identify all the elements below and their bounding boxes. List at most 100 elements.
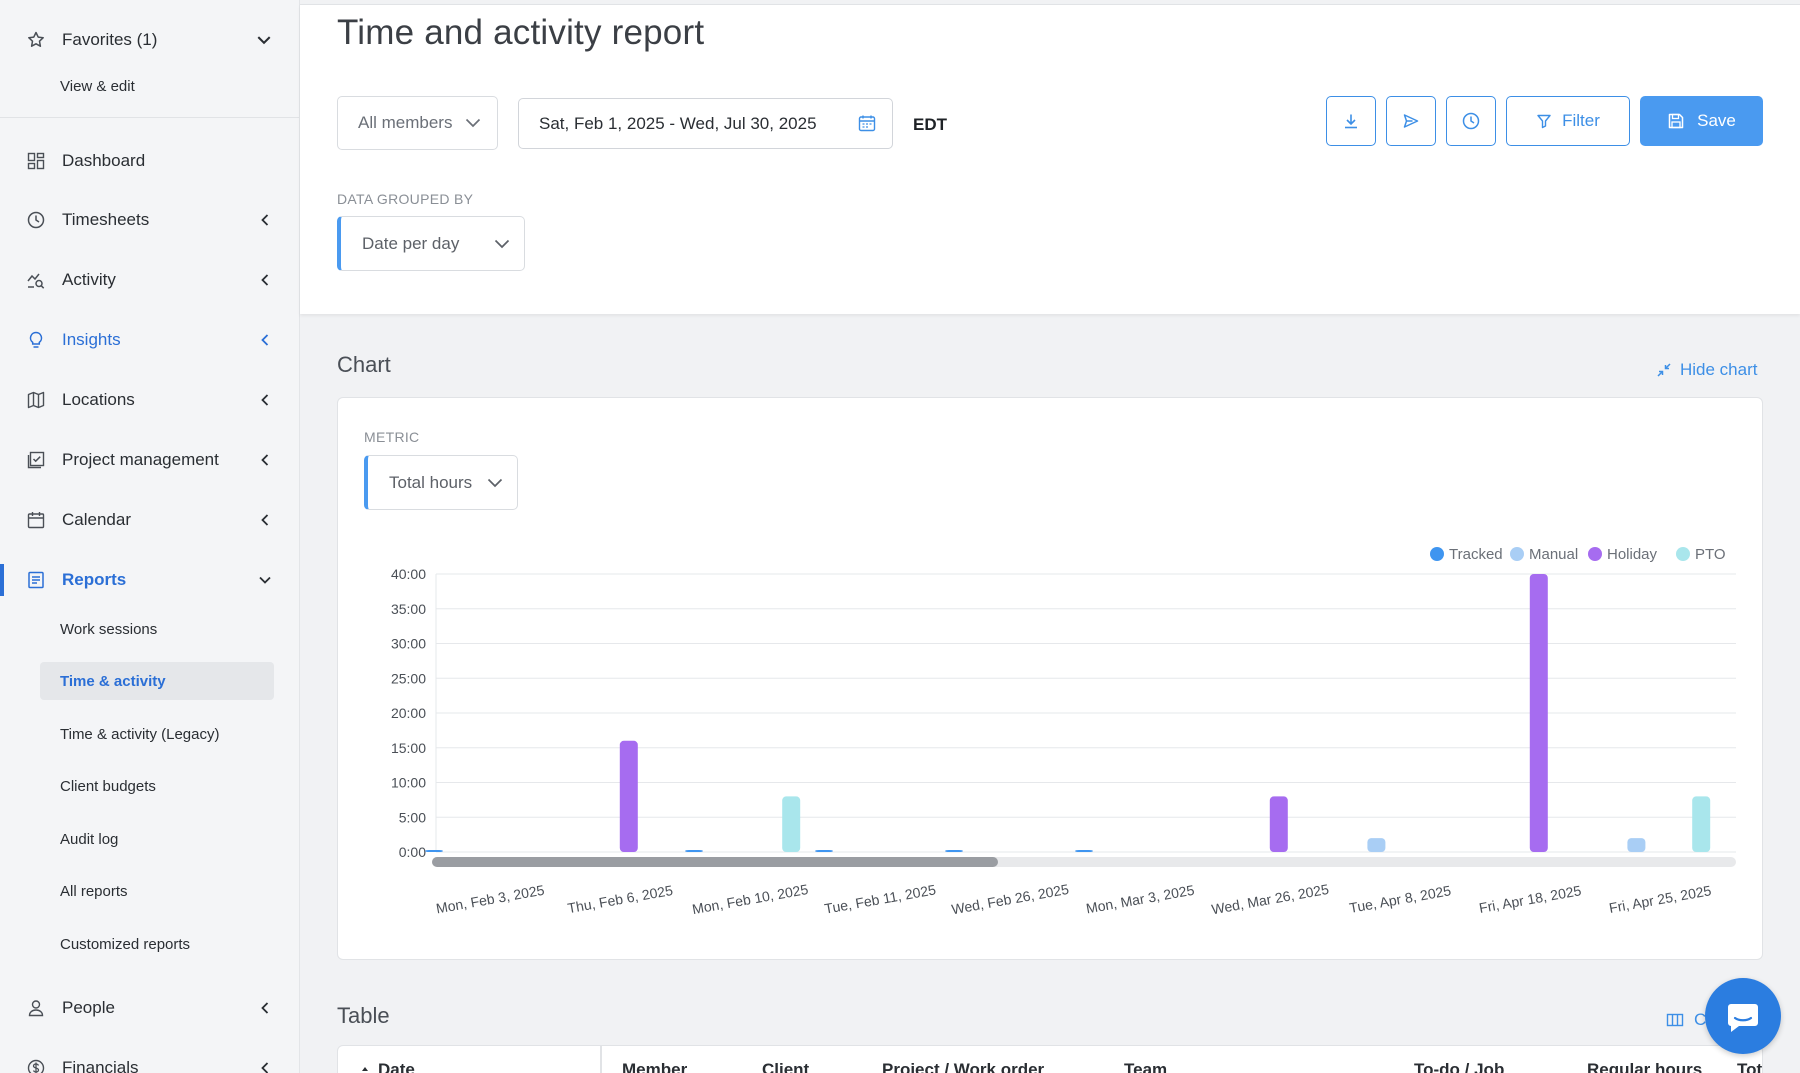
- sidebar-item-label: Project management: [62, 450, 219, 469]
- metric-select-value: Total hours: [389, 472, 473, 492]
- sidebar-item-label: Timesheets: [62, 210, 150, 229]
- sidebar-item-dashboard[interactable]: Dashboard: [26, 145, 272, 177]
- filter-button[interactable]: Filter: [1506, 96, 1630, 146]
- y-tick-label: 30:00: [391, 636, 426, 652]
- y-tick-label: 20:00: [391, 705, 426, 721]
- tracked-bar: [1075, 850, 1093, 852]
- sub-item-work-sessions[interactable]: Work sessions: [60, 621, 158, 638]
- sidebar-item-insights[interactable]: Insights: [26, 324, 272, 356]
- sub-item-time-activity-legacy[interactable]: Time & activity (Legacy): [60, 726, 220, 743]
- sidebar-item-activity[interactable]: Activity: [26, 264, 272, 296]
- sidebar-item-locations[interactable]: Locations: [26, 384, 272, 416]
- legend-label: Holiday: [1607, 546, 1658, 563]
- clock-icon: [1462, 112, 1480, 130]
- active-indicator: [0, 564, 4, 596]
- data-grouped-by-select[interactable]: Date per day: [337, 216, 525, 271]
- chat-icon: [1728, 1004, 1758, 1032]
- column-header-regular-hours[interactable]: Regular hours: [1587, 1060, 1703, 1073]
- lightbulb-icon: [29, 331, 43, 348]
- columns-button[interactable]: C: [1666, 1010, 1706, 1030]
- column-header-total[interactable]: Tot: [1737, 1060, 1763, 1073]
- members-select-value: All members: [358, 113, 453, 132]
- column-header-team[interactable]: Team: [1124, 1060, 1168, 1073]
- sort-up-icon[interactable]: [361, 1066, 369, 1073]
- sidebar-item-people[interactable]: People: [26, 992, 272, 1024]
- x-tick-label: Wed, Feb 26, 2025: [950, 881, 1070, 917]
- legend-swatch: [1430, 547, 1444, 561]
- chart-card: METRIC Total hours 40:00 35:00 30:00 25:00 2…: [337, 397, 1763, 960]
- chevron-down-icon: [487, 478, 503, 488]
- x-tick-label: Wed, Mar 26, 2025: [1210, 881, 1330, 917]
- chevron-left-icon: [261, 214, 269, 226]
- manual-bar: [1367, 838, 1386, 852]
- date-range-value: Sat, Feb 1, 2025 - Wed, Jul 30, 2025: [539, 113, 817, 133]
- sidebar-item-financials[interactable]: Financials: [26, 1052, 272, 1073]
- schedule-button[interactable]: [1446, 96, 1496, 146]
- sidebar-item-label: Reports: [62, 570, 127, 589]
- report-header-card: Time and activity report All members Sat…: [300, 4, 1800, 314]
- bar-chart: 40:00 35:00 30:00 25:00 20:00 15:00 10:00 5:00 0…: [391, 546, 1736, 917]
- hide-chart-label: Hide chart: [1680, 360, 1758, 379]
- star-icon: [28, 31, 44, 47]
- pto-bar: [782, 796, 801, 852]
- favorites-view-edit-link[interactable]: View & edit: [60, 78, 135, 95]
- chat-support-button[interactable]: [1705, 978, 1781, 1054]
- columns-button-label: C: [1694, 1010, 1707, 1029]
- project-checklist-icon: [27, 451, 45, 469]
- save-button[interactable]: Save: [1640, 96, 1763, 146]
- hide-chart-button[interactable]: Hide chart: [1656, 360, 1757, 380]
- date-range-picker[interactable]: Sat, Feb 1, 2025 - Wed, Jul 30, 2025: [518, 98, 893, 149]
- sidebar: Favorites (1) View & edit Dashboard Time…: [0, 0, 300, 1073]
- favorites-label: Favorites (1): [62, 30, 158, 49]
- page-title: Time and activity report: [337, 13, 705, 52]
- tracked-bar: [425, 850, 443, 852]
- calendar-icon: [858, 115, 876, 132]
- data-grouped-by-label: DATA GROUPED BY: [337, 191, 474, 207]
- holiday-bar: [1269, 796, 1288, 852]
- y-tick-label: 25:00: [391, 670, 426, 686]
- y-tick-label: 35:00: [391, 601, 426, 617]
- sub-item-all-reports[interactable]: All reports: [60, 883, 128, 900]
- column-header-date[interactable]: Date: [378, 1060, 415, 1073]
- y-tick-label: 10:00: [391, 775, 426, 791]
- metric-label: METRIC: [364, 429, 420, 445]
- sidebar-item-calendar[interactable]: Calendar: [26, 504, 272, 536]
- tracked-bar: [815, 850, 833, 852]
- y-tick-label: 5:00: [399, 809, 426, 825]
- metric-select[interactable]: Total hours: [364, 455, 518, 510]
- column-header-member[interactable]: Member: [622, 1060, 688, 1073]
- collapse-icon: [1657, 363, 1671, 377]
- dashboard-icon: [27, 152, 45, 170]
- sub-item-audit-log[interactable]: Audit log: [60, 831, 119, 848]
- sub-item-client-budgets[interactable]: Client budgets: [60, 778, 156, 795]
- download-button[interactable]: [1326, 96, 1376, 146]
- x-tick-label: Fri, Apr 18, 2025: [1478, 882, 1583, 916]
- favorites-toggle[interactable]: Favorites (1): [26, 26, 272, 54]
- column-header-todo[interactable]: To-do / Job: [1414, 1060, 1505, 1073]
- column-header-client[interactable]: Client: [762, 1060, 810, 1073]
- sidebar-item-label: Financials: [62, 1058, 139, 1073]
- sidebar-item-timesheets[interactable]: Timesheets: [26, 204, 272, 236]
- y-tick-label: 40:00: [391, 566, 426, 582]
- sub-item-time-activity[interactable]: Time & activity: [60, 673, 166, 690]
- column-header-project[interactable]: Project / Work order: [882, 1060, 1045, 1073]
- chevron-left-icon: [261, 514, 269, 526]
- y-tick-label: 15:00: [391, 740, 426, 756]
- send-button[interactable]: [1386, 96, 1436, 146]
- sidebar-item-label: People: [62, 998, 115, 1017]
- manual-bar: [1627, 838, 1646, 852]
- sidebar-item-label: Dashboard: [62, 151, 146, 170]
- sidebar-item-reports[interactable]: Reports: [26, 564, 272, 596]
- save-icon: [1668, 113, 1684, 129]
- filter-button-label: Filter: [1562, 111, 1600, 130]
- sidebar-item-label: Activity: [62, 270, 116, 289]
- calendar-icon: [27, 512, 45, 529]
- legend-swatch: [1588, 547, 1602, 561]
- sidebar-item-project-management[interactable]: Project management: [26, 444, 272, 476]
- sub-item-customized-reports[interactable]: Customized reports: [60, 936, 191, 953]
- download-icon: [1345, 114, 1357, 129]
- holiday-bar: [1529, 574, 1548, 852]
- chevron-left-icon: [261, 454, 269, 466]
- chevron-left-icon: [261, 394, 269, 406]
- members-select[interactable]: All members: [337, 96, 498, 150]
